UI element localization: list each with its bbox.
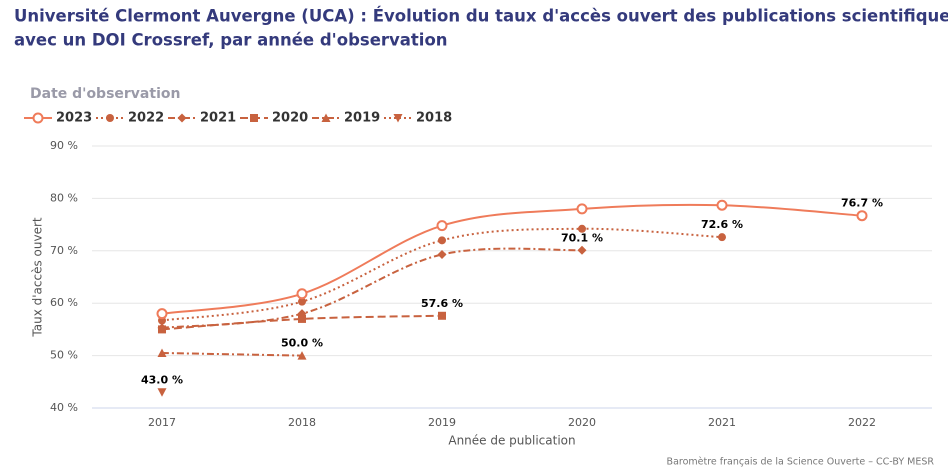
legend-label: 2019 [344, 111, 380, 126]
y-tick-label: 80 % [50, 191, 78, 204]
chart-title: Université Clermont Auvergne (UCA) : Évo… [14, 7, 948, 26]
series-line [161, 203, 863, 315]
series-line [161, 351, 303, 357]
marker [718, 233, 726, 242]
credit: Baromètre français de la Science Ouverte… [667, 457, 935, 468]
legend-label: 2023 [56, 111, 92, 126]
marker [297, 351, 307, 360]
data-label: 43.0 % [141, 373, 183, 386]
y-tick-label: 60 % [50, 296, 78, 309]
x-axis-title: Année de publication [448, 434, 575, 448]
marker [250, 114, 258, 122]
legend-label: 2020 [272, 111, 308, 126]
series-line [161, 247, 583, 329]
marker [106, 114, 114, 122]
marker [296, 288, 308, 300]
series-line [161, 314, 443, 331]
y-tick-label: 70 % [50, 244, 78, 257]
series-line [161, 227, 723, 322]
x-tick-label: 2021 [708, 416, 736, 429]
marker [157, 348, 167, 357]
chart-title: avec un DOI Crossref, par année d'observ… [14, 31, 448, 50]
x-tick-label: 2018 [288, 416, 316, 429]
legend-label: 2021 [200, 111, 236, 126]
x-tick-label: 2022 [848, 416, 876, 429]
marker [298, 314, 306, 323]
data-label: 76.7 % [841, 197, 883, 210]
y-axis-title: Taux d'accès ouvert [31, 217, 45, 337]
marker [576, 203, 588, 215]
y-tick-label: 90 % [50, 139, 78, 152]
marker [438, 311, 446, 320]
marker [177, 113, 187, 123]
data-label: 72.6 % [701, 218, 743, 231]
marker [393, 114, 403, 123]
marker [438, 236, 446, 245]
x-tick-label: 2019 [428, 416, 456, 429]
marker [856, 210, 868, 222]
marker [297, 309, 307, 319]
legend-label: 2018 [416, 111, 452, 126]
legend-label: 2022 [128, 111, 164, 126]
marker [298, 297, 306, 306]
x-tick-label: 2020 [568, 416, 596, 429]
marker [321, 113, 331, 122]
marker [437, 249, 447, 259]
marker [578, 224, 586, 233]
marker [32, 112, 44, 124]
data-label: 57.6 % [421, 297, 463, 310]
x-tick-label: 2017 [148, 416, 176, 429]
y-tick-label: 50 % [50, 349, 78, 362]
legend-title: Date d'observation [30, 86, 180, 102]
marker [436, 220, 448, 232]
y-tick-label: 40 % [50, 401, 78, 414]
marker [577, 245, 587, 255]
marker [716, 199, 728, 211]
marker [156, 308, 168, 320]
marker [157, 323, 167, 333]
data-label: 70.1 % [561, 231, 603, 244]
data-label: 50.0 % [281, 337, 323, 350]
marker [157, 388, 167, 397]
